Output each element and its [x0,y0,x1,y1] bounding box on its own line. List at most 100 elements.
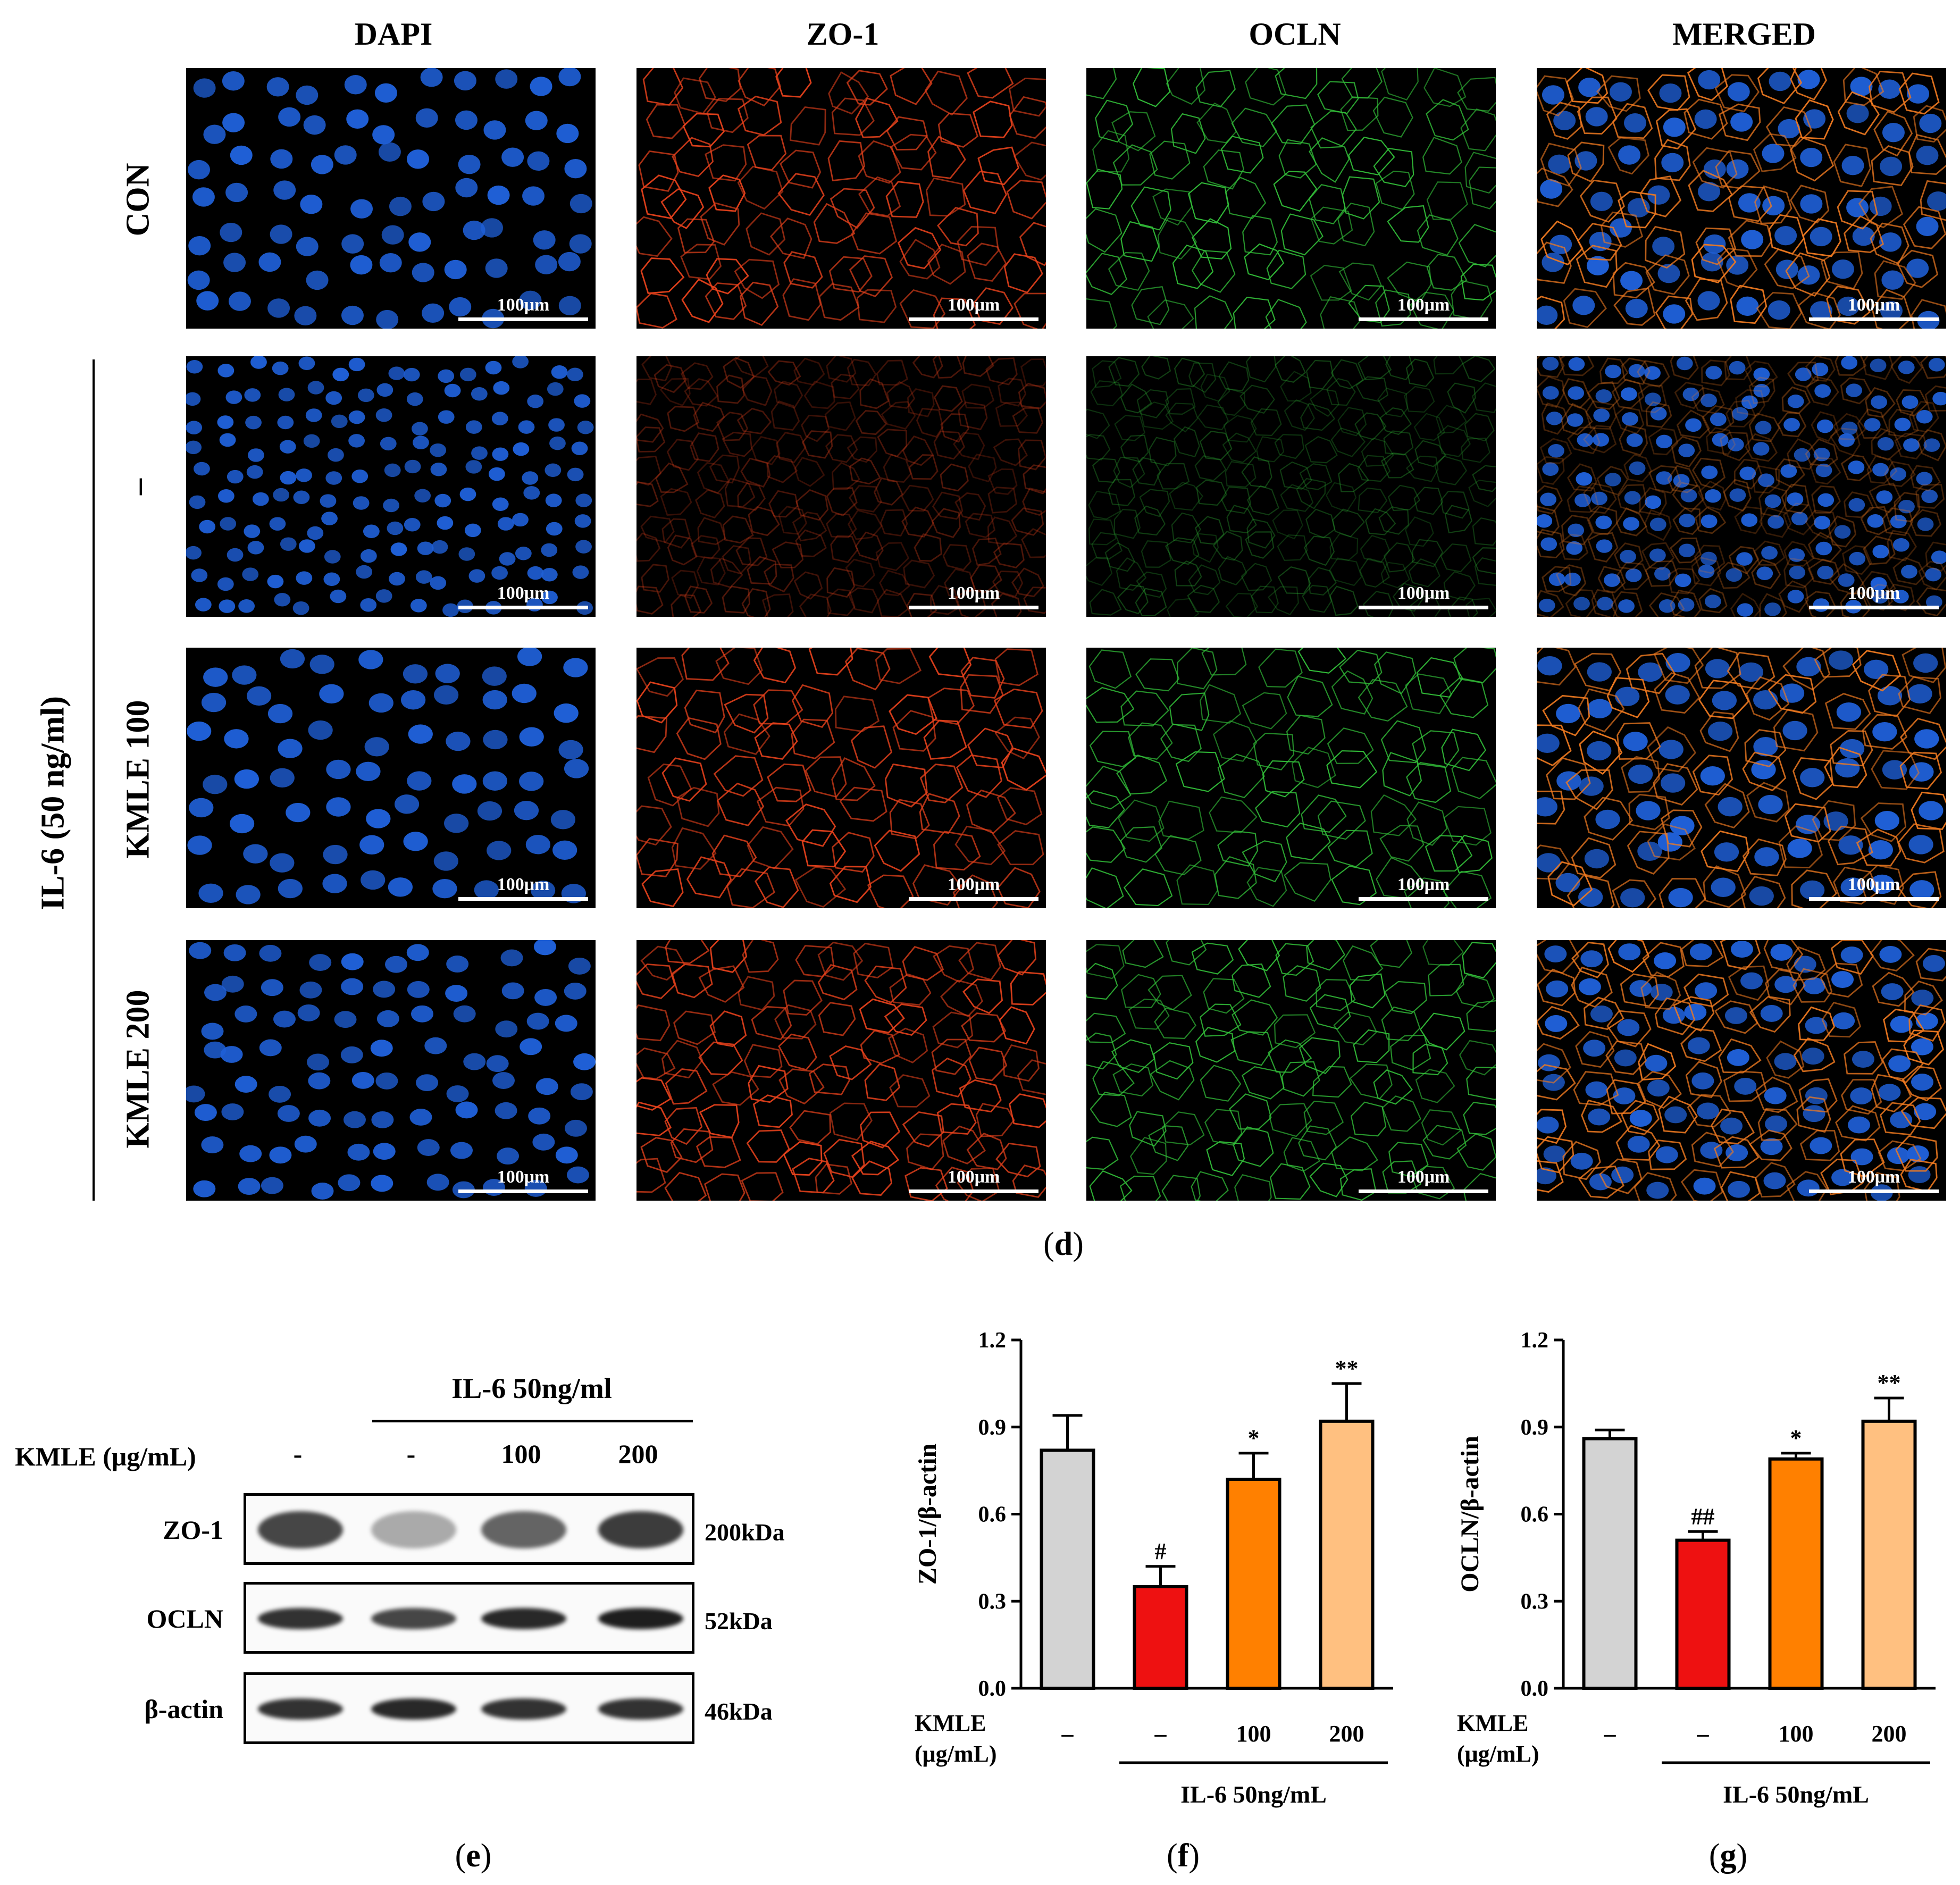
x-tick-label: – [1061,1721,1074,1747]
y-tick-label: 0.6 [1521,1503,1549,1527]
wb-lane-1: - [293,1439,303,1469]
x-row-label: (μg/mL) [915,1741,996,1767]
row-label-kmle-100: KMLE 100 [120,700,156,859]
micrograph-dapi-row-2: 100μm [186,648,596,908]
caption-g: (g) [1708,1838,1748,1874]
scale-bar: 100μm [1809,875,1939,901]
micrograph-ocln-row-1: 100μm [1086,356,1496,617]
group-label-il6: IL-6 (50 ng/ml) [35,696,71,910]
scale-bar-line [1359,606,1488,609]
scale-bar-line [1359,897,1488,901]
scale-bar-label: 100μm [497,295,550,315]
bar [1675,1538,1731,1690]
y-tick-label: 1.2 [1521,1328,1549,1353]
scale-bar-label: 100μm [1847,295,1900,315]
x-row-label: KMLE [1457,1710,1528,1736]
column-header-dapi: DAPI [354,16,433,52]
scale-bar: 100μm [909,875,1038,901]
scale-bar: 100μm [909,295,1038,321]
scale-bar: 100μm [458,295,588,321]
wb-band [371,1698,456,1720]
wb-blot-1 [244,1582,694,1654]
scale-bar: 100μm [1359,1167,1488,1193]
group-label: IL-6 50ng/mL [1723,1781,1869,1808]
micrograph-ocln-row-2: 100μm [1086,648,1496,908]
micrograph-zo1-row-0: 100μm [636,68,1046,329]
y-tick-label: 0.3 [1521,1589,1549,1614]
micrograph-ocln-row-0: 100μm [1086,68,1496,329]
scale-bar: 100μm [909,1167,1038,1193]
scale-bar-line [909,897,1038,901]
significance-mark: # [1155,1538,1167,1564]
group-bracket-line [93,359,95,1201]
bar-chart-ocln: 0.0 0.3 0.6 0.9 1.2 OCLN/β-actin – ## – * 100 ** 200… [1456,1328,1936,1808]
scale-bar: 100μm [909,583,1038,609]
wb-band [598,1607,683,1629]
x-row-label: KMLE [915,1710,986,1736]
scale-bar: 100μm [1359,583,1488,609]
column-header-ocln: OCLN [1249,16,1341,52]
significance-mark: * [1790,1425,1802,1451]
wb-band [371,1607,456,1629]
wb-kda-zo1: 200kDa [705,1519,785,1546]
scale-bar: 100μm [458,875,588,901]
scale-bar-label: 100μm [947,295,1000,315]
column-header-merged: MERGED [1672,16,1816,52]
significance-mark: * [1248,1425,1260,1451]
bar-chart-zo1: 0.0 0.3 0.6 0.9 1.2 ZO-1/β-actin – # – * 100 ** 200 K… [914,1328,1393,1808]
scale-bar-line [458,317,588,321]
row-label-con: CON [120,163,156,237]
wb-lane-2: - [406,1439,416,1469]
y-tick-label: 0.9 [978,1415,1007,1440]
x-tick-label: 200 [1872,1721,1907,1747]
x-row-label: (μg/mL) [1457,1741,1539,1767]
y-tick-label: 0.0 [978,1677,1007,1701]
scale-bar: 100μm [458,583,588,609]
scale-bar-label: 100μm [497,583,550,603]
scale-bar-line [458,606,588,609]
micrograph-merged-row-1: 100μm [1537,356,1946,617]
caption-d: (d) [1043,1226,1084,1262]
wb-band [258,1698,343,1720]
x-tick-label: 200 [1329,1721,1364,1747]
wb-treatment-label: IL-6 50ng/ml [451,1372,612,1404]
scale-bar: 100μm [1359,875,1488,901]
micrograph-ocln-row-3: 100μm [1086,940,1496,1201]
group-label: IL-6 50ng/mL [1180,1781,1327,1808]
caption-e: (e) [455,1838,492,1874]
y-tick-label: 0.0 [1521,1677,1549,1701]
wb-band [598,1511,683,1548]
bar [1133,1585,1188,1690]
scale-bar-line [909,317,1038,321]
scale-bar-label: 100μm [947,1167,1000,1187]
x-tick-label: – [1154,1721,1167,1747]
scale-bar-label: 100μm [1847,1167,1900,1187]
scale-bar-line [458,897,588,901]
scale-bar: 100μm [1809,583,1939,609]
scale-bar-line [1809,606,1939,609]
scale-bar-line [458,1189,588,1193]
wb-row-label-zo1: ZO-1 [163,1515,223,1545]
wb-kmle-label: KMLE (μg/mL) [15,1442,196,1471]
scale-bar-line [909,606,1038,609]
scale-bar-label: 100μm [1847,583,1900,603]
scale-bar-label: 100μm [947,875,1000,894]
row-label-kmle-200: KMLE 200 [120,990,156,1149]
significance-mark: ** [1878,1370,1901,1396]
y-tick-label: 1.2 [978,1328,1007,1353]
micrograph-zo1-row-1: 100μm [636,356,1046,617]
scale-bar: 100μm [1809,295,1939,321]
wb-treatment-line [372,1420,693,1422]
wb-kda-ocln: 52kDa [705,1607,773,1635]
wb-band [481,1607,566,1629]
micrograph-dapi-row-1: 100μm [186,356,596,617]
scale-bar-line [1809,1189,1939,1193]
micrograph-dapi-row-0: 100μm [186,68,596,329]
wb-lane-3: 100 [501,1439,541,1469]
micrograph-merged-row-0: 100μm [1537,68,1946,329]
scale-bar-line [1359,1189,1488,1193]
row-label-il6-only: – [120,479,156,495]
bar [1226,1478,1281,1690]
scale-bar-label: 100μm [497,1167,550,1187]
wb-kda-bactin: 46kDa [705,1698,773,1725]
